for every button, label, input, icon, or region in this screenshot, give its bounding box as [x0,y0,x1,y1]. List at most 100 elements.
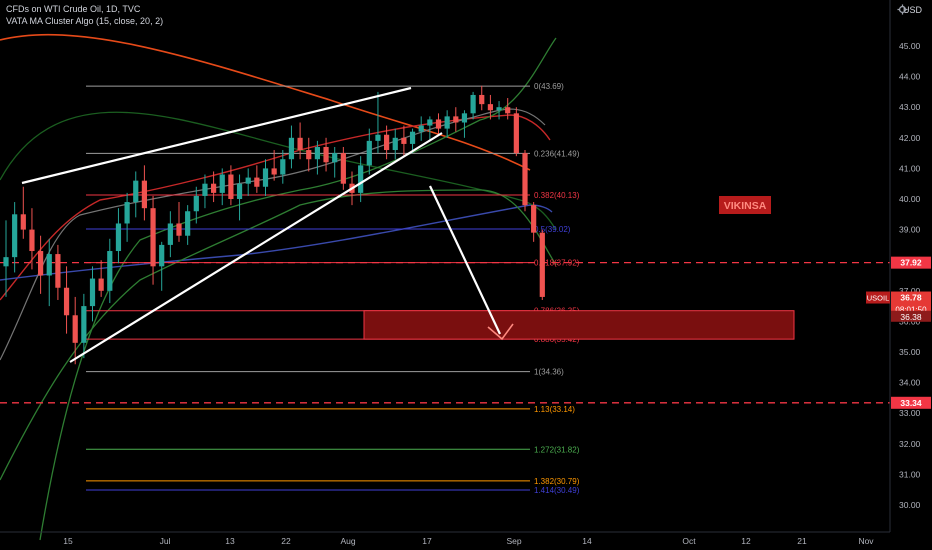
candle-body [89,278,96,307]
fib-level-label: 0(43.69) [534,82,564,91]
time-tick-label: Oct [682,536,696,546]
candle-body [453,116,459,123]
time-tick-label: 14 [582,536,592,546]
candle-body [487,104,493,111]
candle-body [228,174,234,199]
candle-body [288,137,295,160]
fib-level-label: 1.272(31.82) [534,445,580,454]
time-tick-label: 22 [281,536,291,546]
candle-body [55,254,61,288]
candle-body [306,150,312,160]
candle-body [202,183,208,196]
time-tick-label: Aug [340,536,355,546]
candle-body [418,125,424,132]
fib-level-label: 1.382(30.79) [534,477,580,486]
candle-body [444,116,450,129]
price-tick-label: 34.00 [899,378,921,388]
price-tick-label: 37.00 [899,286,921,296]
candle-body [20,214,26,230]
indicator-label: VATA MA Cluster Algo (15, close, 20, 2) [6,16,164,26]
candle-body [46,254,52,276]
candle-body [479,94,485,105]
candle-body [280,159,286,175]
candle-body [150,208,156,267]
projection-arrow-line[interactable] [429,185,501,335]
candle-body [539,232,545,297]
time-tick-label: 12 [741,536,751,546]
candle-body [366,140,372,166]
fib-level-label: 1(34.36) [534,368,564,377]
candle-body [141,180,147,209]
candle-body [193,195,199,212]
symbol-tag-text: USOIL [867,294,890,303]
candle-body [133,180,139,203]
price-tick-label: 43.00 [899,102,921,112]
candle-body [254,177,260,187]
fib-level-label: 1.414(30.49) [534,486,580,495]
candle-body [29,229,35,252]
candle-body [98,278,104,291]
candle-body [513,113,519,154]
candle-body [167,223,173,245]
candle-body [340,153,346,184]
watermark-label: VIKINSA [724,200,767,212]
orange-ma-line [0,33,531,171]
candle-body [72,315,78,343]
candle-body [392,137,398,151]
candle-body [470,94,476,114]
time-tick-label: 21 [797,536,807,546]
candle-body [176,223,182,236]
candle-body [427,119,433,126]
level-tag-lower [891,396,931,409]
fib-level-label: 0.886(35.42) [534,335,580,344]
candle-body [314,146,320,160]
fib-level-label: 1.13(33.14) [534,405,575,414]
fib-level-label: 0.382(40.13) [534,191,580,200]
red-ma-line [0,114,551,301]
chart-title: CFDs on WTI Crude Oil, 1D, TVC [6,4,141,14]
candle-body [12,214,18,258]
wedge-upper-trendline[interactable] [21,86,412,185]
arrow-head-icon [487,323,514,341]
target-zone[interactable] [363,310,795,340]
price-tick-label: 44.00 [899,72,921,82]
candle-body [435,119,442,129]
green-ma-line [0,111,557,231]
time-tick-label: 15 [63,536,73,546]
candle-body [332,153,338,163]
candle-body [219,174,225,193]
time-tick-label: Jul [160,536,171,546]
candle-body [505,107,511,114]
candle-body [375,134,381,141]
candle-body [63,287,70,316]
time-tick-label: Sep [506,536,521,546]
candle-body [3,257,9,267]
price-tick-label: 30.00 [899,500,921,510]
price-tick-label: 33.00 [899,408,921,418]
candle-body [384,134,390,151]
level-tag-upper-text: 37.92 [900,258,922,268]
candle-body [107,251,113,291]
currency-label[interactable]: USD [902,5,922,15]
current-price-text: 36.78 [900,293,922,303]
candle-body [81,306,87,343]
zone-price-text: 36.38 [900,312,922,322]
price-tick-label: 31.00 [899,469,921,479]
candle-body [38,251,44,276]
time-axis[interactable]: 15 Jul 13 22 Aug 17 Sep 14 Oct 12 21 Nov [0,531,890,546]
candle-body [496,107,502,111]
candle-body [185,211,191,236]
candle-body [124,202,130,224]
wedge-lower-trendline[interactable] [69,132,443,363]
plot-area[interactable]: 0(43.69) 0.236(41.49) 0.382(40.13) 0.5(39.0… [0,33,890,541]
time-tick-label: Nov [858,536,874,546]
price-tick-label: 40.00 [899,194,921,204]
level-tag-upper [891,256,931,269]
gear-icon[interactable] [897,4,908,15]
price-tick-label: 39.00 [899,225,921,235]
candle-body [461,113,468,123]
candle-body [297,137,303,151]
price-axis[interactable]: 30.0031.0032.0033.0034.0035.0036.0037.00… [889,0,921,532]
